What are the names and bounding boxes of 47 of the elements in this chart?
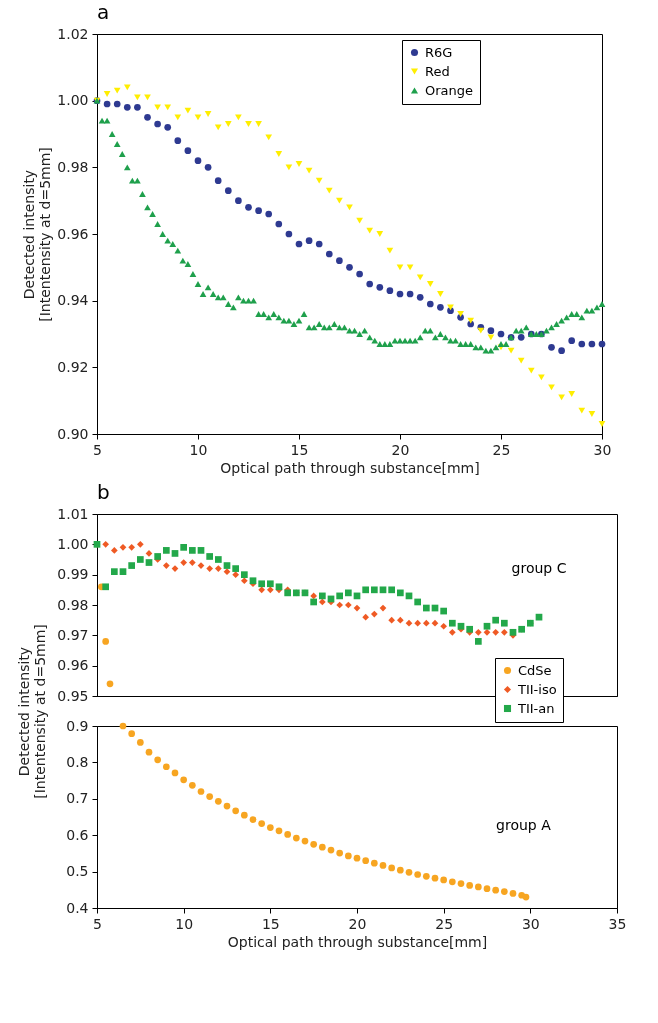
legend-label: R6G — [425, 44, 453, 60]
y-tick-label: 0.98 — [57, 158, 89, 175]
x-tick-label: 10 — [189, 441, 208, 458]
y-tick-label: 0.98 — [57, 596, 89, 613]
y-tick-label: 0.9 — [66, 717, 89, 734]
y-tick-label: 0.94 — [57, 292, 89, 309]
legend-label: Red — [425, 63, 450, 79]
legend-label: Orange — [425, 82, 474, 98]
y-tick-label: 0.4 — [66, 899, 89, 916]
x-tick-label: 10 — [175, 915, 194, 932]
x-axis-title: Optical path through substance[mm] — [227, 933, 488, 950]
x-tick-label: 25 — [435, 915, 454, 932]
y-tick-label: 0.96 — [57, 657, 89, 674]
y-tick-label: 1.01 — [57, 505, 89, 522]
x-tick-label: 30 — [521, 915, 540, 932]
y-tick-label: 0.5 — [66, 863, 89, 880]
x-tick-label: 5 — [93, 915, 102, 932]
x-tick-label: 15 — [290, 441, 309, 458]
y-tick-label: 0.96 — [57, 225, 89, 242]
y-tick-label: 0.8 — [66, 753, 89, 770]
x-tick-label: 20 — [391, 441, 410, 458]
y-tick-label: 1.00 — [57, 535, 89, 552]
y-tick-label: 0.90 — [57, 425, 89, 442]
annotation: group C — [511, 559, 567, 576]
x-tick-label: 35 — [608, 915, 627, 932]
x-tick-label: 15 — [261, 915, 280, 932]
y-tick-label: 1.02 — [57, 25, 89, 42]
y-tick-label: 0.99 — [57, 566, 89, 583]
y-tick-label: 0.6 — [66, 826, 89, 843]
y-axis-title: Detected intensity [Intentensity at d=5mm] — [21, 147, 54, 322]
x-axis-title: Optical path through substance[mm] — [220, 459, 480, 476]
x-tick-label: 30 — [593, 441, 612, 458]
x-tick-label: 5 — [93, 441, 102, 458]
legend-label: TII-an — [517, 700, 555, 716]
x-tick-label: 25 — [492, 441, 511, 458]
y-axis-title: Detected intensity [Intentensity at d=5mm] — [15, 624, 48, 799]
x-tick-label: 20 — [348, 915, 367, 932]
y-tick-label: 0.7 — [66, 790, 89, 807]
y-tick-label: 0.95 — [57, 687, 89, 704]
y-tick-label: 0.92 — [57, 358, 89, 375]
y-tick-label: 0.97 — [57, 626, 89, 643]
legend-label: CdSe — [518, 662, 552, 678]
y-tick-label: 1.00 — [57, 92, 89, 109]
annotation: group A — [496, 817, 552, 834]
legend-label: TII-iso — [517, 681, 557, 697]
chart-title: a — [97, 0, 110, 24]
chart-title: b — [97, 480, 110, 504]
